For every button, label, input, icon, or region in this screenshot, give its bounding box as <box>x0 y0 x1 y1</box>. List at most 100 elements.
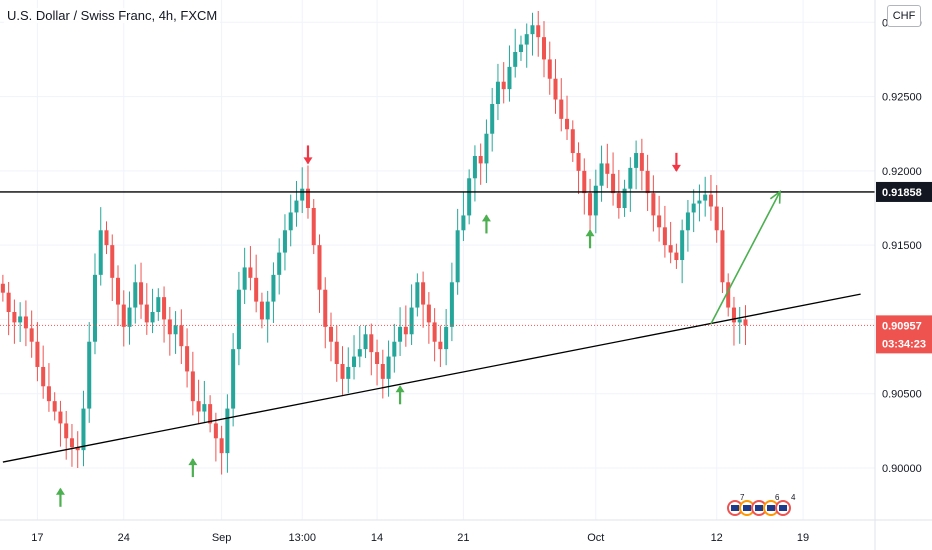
x-tick-label: 24 <box>118 532 130 544</box>
chart-title: U.S. Dollar / Swiss Franc, 4h, FXCM <box>4 8 221 23</box>
x-tick-label: Sep <box>212 532 232 544</box>
candle-body <box>150 312 155 323</box>
candle-body <box>81 408 86 451</box>
event-count: 4 <box>791 493 796 502</box>
candle-body <box>64 423 69 439</box>
event-flag-canton <box>731 505 739 511</box>
candle-body <box>0 283 5 293</box>
candle-body <box>167 319 172 335</box>
candle-body <box>87 341 92 409</box>
candle-body <box>720 230 725 283</box>
x-tick-label: 14 <box>371 532 383 544</box>
candle-body <box>121 304 126 327</box>
candle-body <box>588 193 593 216</box>
marker-up-head <box>395 385 405 393</box>
y-tick-label: 0.91500 <box>882 240 922 252</box>
candle-body <box>311 208 316 246</box>
candle-body <box>58 411 63 424</box>
candle-body <box>277 252 282 275</box>
candle-body <box>553 78 558 100</box>
y-tick-label: 0.92500 <box>882 92 922 104</box>
candle-body <box>305 188 310 208</box>
candle-body <box>421 282 426 305</box>
candle-body <box>680 230 685 260</box>
economic-events <box>727 500 791 516</box>
candle-body <box>317 245 322 290</box>
candle-body <box>685 212 690 231</box>
candle-body <box>225 408 230 454</box>
candle-body <box>254 277 259 302</box>
candle-body <box>599 163 604 186</box>
support-trendline <box>2 293 861 463</box>
marker-up-arrow <box>55 487 65 507</box>
candles <box>0 10 748 475</box>
candle-body <box>328 326 334 342</box>
candle-body <box>23 316 28 329</box>
candle-body <box>236 289 241 350</box>
candle-body <box>662 227 667 246</box>
current-price-tag <box>876 315 932 354</box>
x-tick-label: 21 <box>457 532 469 544</box>
candle-body <box>92 274 97 342</box>
event-count: 7 <box>740 493 745 502</box>
candle-body <box>398 326 403 342</box>
candle-body <box>323 289 328 327</box>
marker-up-head <box>585 229 595 237</box>
marker-down-arrow <box>671 152 681 172</box>
candle-body <box>104 230 109 246</box>
y-tick-label: 0.90000 <box>882 463 922 475</box>
candle-body <box>156 297 161 312</box>
candle-body <box>12 312 17 323</box>
candle-body <box>484 133 489 164</box>
candle-body <box>265 301 270 320</box>
candle-body <box>582 170 587 194</box>
marker-up-head <box>481 214 491 222</box>
candle-body <box>449 282 454 327</box>
candle-body <box>35 341 40 367</box>
candle-body <box>472 156 477 179</box>
candle-body <box>438 341 443 350</box>
candle-body <box>213 423 218 439</box>
candle-body <box>743 319 748 326</box>
candle-body <box>657 215 662 228</box>
candle-body <box>375 352 380 364</box>
x-tick-label: 13:00 <box>288 532 316 544</box>
resistance-price-tag <box>876 181 932 202</box>
candle-body <box>570 129 575 154</box>
event-flag-canton <box>755 505 763 511</box>
candle-body <box>651 193 656 216</box>
candle-body <box>576 153 581 171</box>
event-flag-canton <box>779 505 787 511</box>
candle-body <box>507 66 512 90</box>
marker-up-head <box>188 458 198 466</box>
event-count: 6 <box>775 493 780 502</box>
candle-body <box>98 230 103 275</box>
candle-body <box>490 104 495 134</box>
candle-body <box>271 274 276 302</box>
candle-body <box>708 194 713 207</box>
x-tick-label: Oct <box>587 532 604 544</box>
grid <box>0 0 875 520</box>
candle-body <box>668 245 673 253</box>
x-tick-label: 12 <box>711 532 723 544</box>
candle-body <box>616 193 621 208</box>
candle-body <box>52 401 57 412</box>
candle-body <box>697 200 702 204</box>
candle-body <box>461 215 466 231</box>
resistance-price-label: 0.91858 <box>882 187 922 199</box>
candle-body <box>219 438 224 454</box>
currency-button[interactable]: CHF <box>887 5 921 27</box>
candle-body <box>518 44 523 52</box>
marker-up-arrow <box>395 385 405 405</box>
candle-body <box>547 59 552 79</box>
projection-arrow-head <box>769 190 781 204</box>
candle-body <box>524 34 529 45</box>
candle-body <box>513 52 518 67</box>
candle-body <box>409 307 414 335</box>
candle-body <box>6 292 11 312</box>
marker-up-head <box>55 487 65 495</box>
candle-body <box>467 178 472 216</box>
candle-body <box>444 326 449 350</box>
candle-body <box>392 341 397 357</box>
